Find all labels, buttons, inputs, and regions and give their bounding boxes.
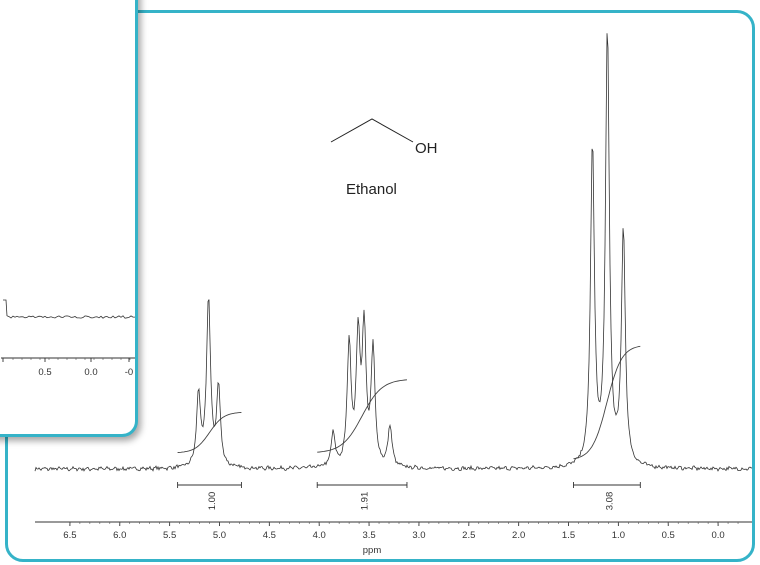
integral-3: 3.08	[573, 345, 641, 511]
inset-x-axis: 0.5 0.0 -0	[1, 357, 135, 378]
x-tick-label: 1.0	[612, 530, 625, 541]
x-tick-label: 2.5	[462, 530, 475, 541]
inset-spectrum-chart: 0.5 0.0 -0	[1, 299, 135, 378]
integral-curve	[317, 379, 408, 453]
integral-bars: 1.00 1.91 3.08	[177, 345, 641, 511]
hydroxyl-label: OH	[415, 140, 438, 157]
integral-value: 1.91	[360, 492, 371, 511]
x-tick-label: 4.5	[263, 530, 276, 541]
molecule-bonds	[330, 118, 414, 143]
integral-2: 1.91	[316, 379, 408, 511]
x-tick-label: 1.5	[562, 530, 575, 541]
integral-curve	[177, 412, 242, 453]
x-tick-label: 6.5	[63, 530, 76, 541]
x-axis-label: ppm	[363, 545, 382, 556]
inset-x-tick-label: 0.0	[84, 367, 97, 378]
inset-spectrum-line	[3, 299, 135, 319]
inset-x-tick-label: -0	[125, 367, 133, 378]
x-axis: 6.5 6.0 5.5 5.0 4.5 4.0 3.5 3.0 2.5 2.0 1.5 1.0 0.5 0…	[35, 521, 752, 541]
ethanol-structure: OH Ethanol	[330, 118, 438, 198]
integral-curve	[573, 345, 641, 460]
x-tick-label: 6.0	[113, 530, 126, 541]
integral-value: 1.00	[207, 492, 218, 511]
inset-spectrum-panel: 0.5 0.0 -0	[0, 0, 138, 437]
integral-value: 3.08	[604, 492, 615, 511]
x-tick-label: 3.0	[412, 530, 425, 541]
x-tick-label: 3.5	[362, 530, 375, 541]
inset-x-tick-label: 0.5	[38, 367, 51, 378]
x-tick-label: 5.5	[163, 530, 176, 541]
x-tick-label: 0.0	[711, 530, 724, 541]
x-tick-label: 5.0	[213, 530, 226, 541]
molecule-name: Ethanol	[346, 181, 397, 198]
inset-spectrum-trace	[3, 299, 135, 319]
x-tick-label: 2.0	[512, 530, 525, 541]
x-tick-label: 4.0	[313, 530, 326, 541]
nmr-spectrum-chart: OH Ethanol 1.00 1.91 3.08 6.5 6.0 5.5 5.0 4.5 4…	[34, 33, 752, 556]
integral-1: 1.00	[177, 412, 242, 511]
spectrum-trace	[34, 33, 752, 472]
spectrum-line	[34, 33, 752, 472]
x-tick-label: 0.5	[662, 530, 675, 541]
